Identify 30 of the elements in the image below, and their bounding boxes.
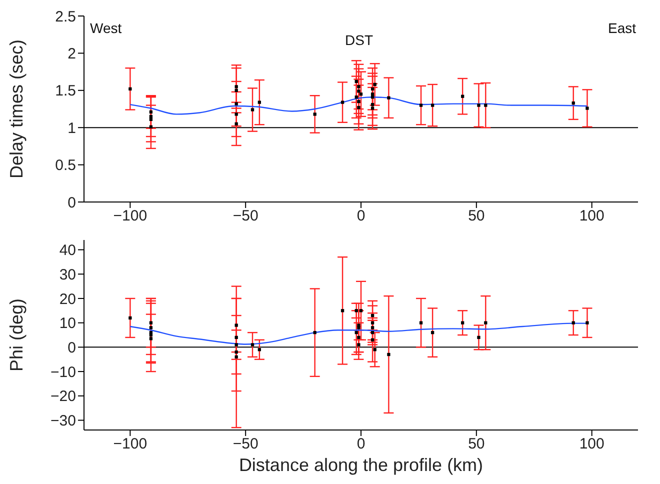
x-tick-label: 100 [579,208,604,225]
y-tick-label: 0.5 [55,157,76,174]
annotation: DST [345,32,373,48]
x-tick-label: 50 [468,436,485,453]
y-tick-label: 20 [59,290,76,308]
y-tick-label: 1.5 [55,82,76,100]
y-tick-label: 10 [59,315,76,332]
y-tick-label: 30 [59,266,76,284]
y-axis-title: Phi (deg) [6,298,26,372]
y-tick-label: −20 [50,388,76,406]
y-tick-label: 0 [68,194,76,212]
y-tick-label: −10 [50,364,76,381]
x-tick-label: 100 [579,436,604,453]
x-tick-label: 50 [468,208,485,225]
x-tick-label: 0 [356,208,366,225]
x-tick-label: −50 [232,436,258,453]
y-axis-title: Delay times (sec) [6,39,26,179]
x-axis-title: Distance along the profile (km) [238,454,484,475]
x-tick-label: 0 [356,436,366,453]
x-tick-label: −100 [113,436,148,453]
annotation: East [608,20,636,36]
annotation: West [90,20,122,36]
y-tick-label: 0 [68,340,76,357]
y-tick-label: 2.5 [55,8,76,26]
y-tick-label: 1 [68,120,76,137]
x-tick-label: −100 [113,208,148,225]
x-tick-label: −50 [232,208,258,225]
y-tick-label: 40 [59,242,76,260]
y-tick-label: 2 [68,46,76,63]
y-tick-label: −30 [50,412,76,430]
